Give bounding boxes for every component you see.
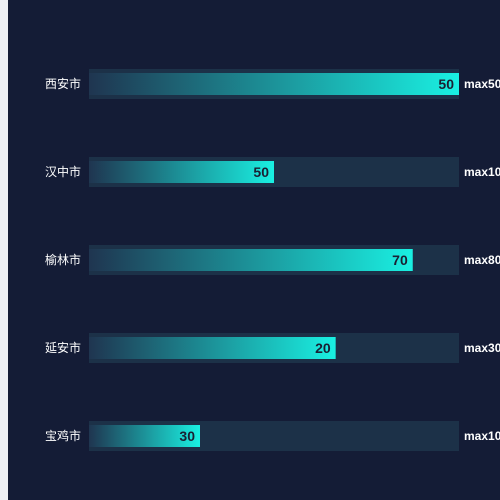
bar — [89, 161, 274, 183]
max-label: max100 — [464, 429, 500, 443]
bar — [89, 425, 200, 447]
category-label: 宝鸡市 — [45, 428, 81, 443]
bar-row: 宝鸡市 30 max100 — [45, 421, 500, 451]
category-label: 榆林市 — [45, 252, 81, 267]
bar-row: 榆林市 70 max80 — [45, 245, 500, 275]
value-label: 30 — [179, 428, 195, 444]
bar-row: 西安市 50 max50 — [45, 69, 500, 99]
category-label: 西安市 — [45, 76, 81, 91]
max-label: max50 — [464, 77, 500, 91]
max-label: max30 — [464, 341, 500, 355]
progress-bar-chart: 西安市 50 max50 汉中市 50 max100 榆林市 70 max80 延安市 20 max3… — [45, 69, 500, 451]
bar-row: 汉中市 50 max100 — [45, 157, 500, 187]
max-label: max100 — [464, 165, 500, 179]
value-label: 50 — [438, 76, 454, 92]
category-label: 汉中市 — [45, 164, 81, 179]
bar — [89, 249, 413, 271]
value-label: 70 — [392, 252, 408, 268]
chart-panel: 西安市 50 max50 汉中市 50 max100 榆林市 70 max80 延安市 20 max3… — [8, 0, 500, 500]
bar-row: 延安市 20 max30 — [45, 333, 500, 363]
max-label: max80 — [464, 253, 500, 267]
value-label: 20 — [315, 340, 331, 356]
category-label: 延安市 — [45, 340, 81, 355]
bar — [89, 73, 459, 95]
value-label: 50 — [253, 164, 269, 180]
bar — [89, 337, 336, 359]
